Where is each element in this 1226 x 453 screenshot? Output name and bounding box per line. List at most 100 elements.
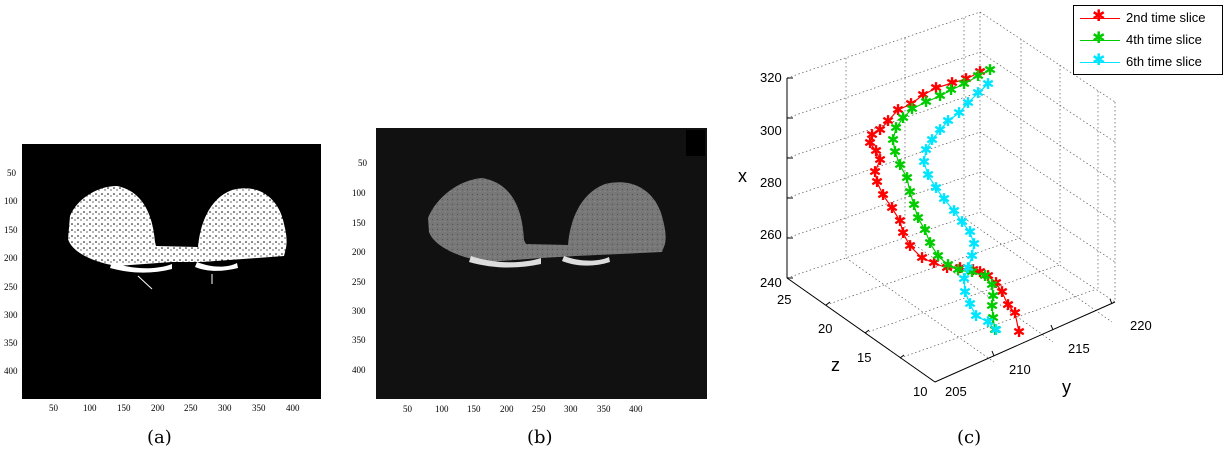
legend-line — [1080, 18, 1120, 19]
axis-box — [786, 78, 1116, 383]
y-tick: 200 — [352, 247, 366, 257]
y-tick: 100 — [4, 196, 18, 206]
data-point: ✱ — [958, 270, 971, 288]
data-point: ✱ — [904, 237, 917, 255]
data-point: ✱ — [945, 81, 958, 99]
data-point: ✱ — [932, 247, 945, 265]
axis-label-z: z — [831, 355, 840, 375]
x-tick: 200 — [500, 404, 514, 414]
data-point: ✱ — [866, 126, 879, 144]
data-point: ✱ — [919, 221, 932, 239]
legend-label: 6th time slice — [1126, 54, 1202, 69]
legend-item: ✱ 4th time slice — [1074, 30, 1222, 49]
legend-label: 2nd time slice — [1126, 10, 1206, 25]
data-point: ✱ — [954, 259, 967, 277]
legend-item: ✱ 2nd time slice — [1074, 8, 1222, 27]
data-point: ✱ — [987, 287, 1000, 305]
series-line — [923, 83, 997, 331]
data-point: ✱ — [887, 131, 900, 149]
data-point: ✱ — [870, 142, 883, 160]
data-point: ✱ — [886, 199, 899, 217]
x-tick: 250 — [184, 403, 198, 413]
axis-label-y: y — [1062, 377, 1071, 397]
data-point: ✱ — [966, 247, 979, 265]
asterisk-marker-icon: ✱ — [1092, 52, 1106, 69]
data-point: ✱ — [987, 309, 1000, 327]
y-tick: 150 — [4, 225, 18, 235]
asterisk-marker-icon: ✱ — [1092, 8, 1106, 25]
data-point: ✱ — [942, 256, 955, 274]
data-point: ✱ — [962, 259, 975, 277]
data-point: ✱ — [953, 104, 966, 122]
y-axis-tick: 15 — [857, 350, 872, 365]
data-point: ✱ — [952, 261, 965, 279]
data-point: ✱ — [894, 212, 907, 230]
y-axis-tick: 20 — [818, 321, 833, 336]
data-point: ✱ — [920, 141, 933, 159]
data-point: ✱ — [894, 156, 907, 174]
data-point: ✱ — [869, 163, 882, 181]
y-tick: 50 — [358, 158, 367, 168]
caption-b: (b) — [527, 427, 553, 448]
y-tick: 300 — [4, 310, 18, 320]
data-point: ✱ — [917, 86, 930, 104]
caption-a: (a) — [147, 427, 172, 448]
data-point: ✱ — [864, 134, 877, 152]
y-tick: 300 — [352, 306, 366, 316]
breast-mask-shape — [68, 186, 287, 290]
data-point: ✱ — [908, 196, 921, 214]
data-point: ✱ — [986, 276, 999, 294]
data-point: ✱ — [948, 202, 961, 220]
data-point: ✱ — [934, 121, 947, 139]
data-point: ✱ — [960, 70, 973, 88]
data-point: ✱ — [982, 313, 995, 331]
data-point: ✱ — [912, 209, 925, 227]
plot-3d: ✱✱✱✱✱✱✱✱✱✱✱✱✱✱✱✱✱✱✱✱✱ ✱ ✱ ✱ ✱✱✱✱✱✱✱✱✱✱✱✱✱✱✱✱… — [786, 11, 1116, 383]
data-point: ✱ — [930, 79, 943, 97]
data-point: ✱ — [901, 169, 914, 187]
data-point: ✱ — [916, 249, 929, 267]
data-point: ✱ — [874, 121, 887, 139]
data-point: ✱ — [920, 93, 933, 111]
data-point: ✱ — [904, 183, 917, 201]
x-tick: 100 — [83, 403, 97, 413]
data-point: ✱ — [964, 295, 977, 313]
mri-segmented-image — [376, 128, 707, 399]
x-tick: 50 — [403, 404, 412, 414]
data-point: ✱ — [874, 151, 887, 169]
data-point: ✱ — [959, 283, 972, 301]
x-tick: 200 — [151, 403, 165, 413]
y-tick: 50 — [7, 168, 16, 178]
data-point: ✱ — [958, 75, 971, 93]
y-tick: 400 — [352, 365, 366, 375]
data-point: ✱ — [918, 153, 931, 171]
data-point: ✱ — [906, 100, 919, 118]
series-line — [869, 71, 1020, 333]
z-axis-tick: 240 — [760, 275, 782, 290]
data-point: ✱ — [942, 112, 955, 130]
data-point: ✱ — [968, 235, 981, 253]
x-axis-tick: 205 — [945, 384, 967, 399]
z-axis-tick: 300 — [760, 123, 782, 138]
x-axis-tick: 220 — [1130, 318, 1152, 333]
x-tick: 400 — [629, 404, 643, 414]
data-point: ✱ — [882, 112, 895, 130]
data-point: ✱ — [941, 259, 954, 277]
data-point: ✱ — [928, 254, 941, 272]
axis-ticks — [787, 77, 1113, 359]
data-point: ✱ — [972, 84, 985, 102]
data-point: ✱ — [970, 307, 983, 325]
data-point: ✱ — [924, 234, 937, 252]
mri-binary-image — [22, 144, 321, 399]
data-point: ✱ — [956, 213, 969, 231]
caption-c: (c) — [957, 427, 982, 448]
z-axis-tick: 280 — [760, 175, 782, 190]
data-point: ✱ — [938, 190, 951, 208]
x-axis-tick: 210 — [1009, 362, 1031, 377]
data-point: ✱ — [974, 263, 987, 281]
data-point: ✱ — [996, 283, 1009, 301]
x-tick: 250 — [532, 404, 546, 414]
data-point: ✱ — [966, 263, 979, 281]
x-tick: 150 — [467, 404, 481, 414]
data-point: ✱ — [972, 67, 985, 85]
